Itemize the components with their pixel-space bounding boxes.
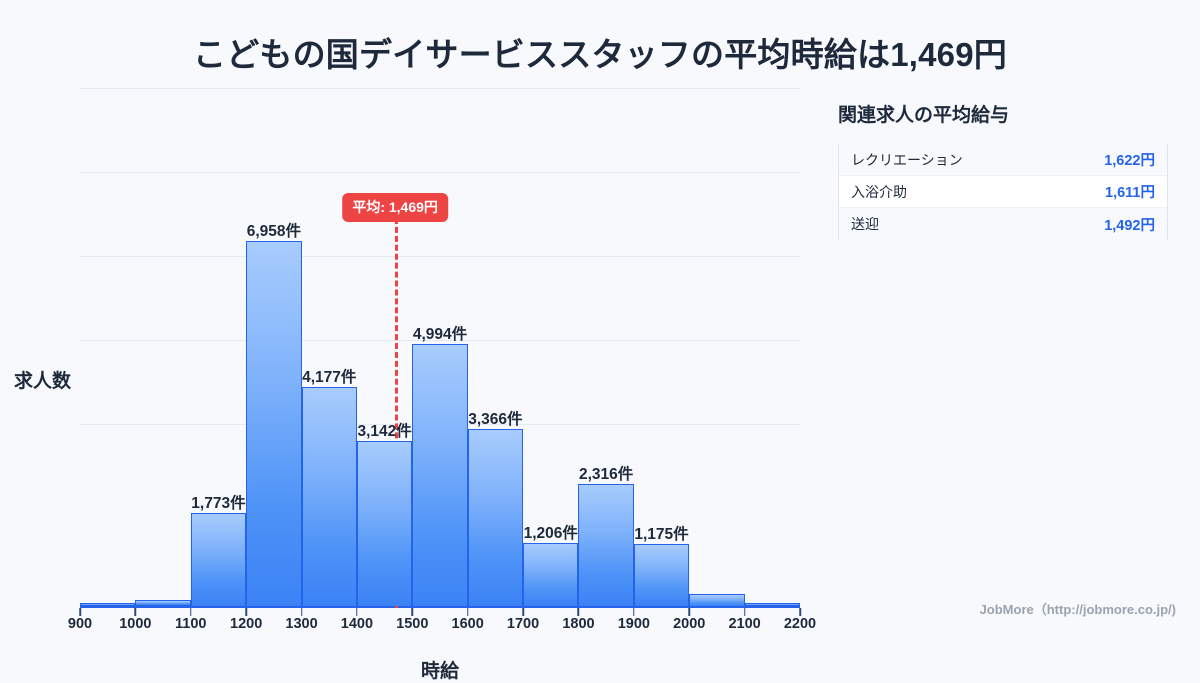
salary-row-value: 1,611円	[1105, 185, 1155, 201]
x-tick-mark	[79, 608, 81, 616]
salary-row-name: 送迎	[851, 216, 879, 232]
x-tick-label: 1400	[340, 616, 374, 632]
x-tick-label: 1500	[396, 616, 429, 632]
salary-row-name: 入浴介助	[851, 183, 907, 200]
x-axis-title: 時給	[420, 661, 459, 682]
x-tick-label: 1900	[617, 616, 650, 632]
y-axis-title: 求人数	[14, 371, 72, 392]
x-tick-mark	[190, 608, 192, 616]
sidebar-title: 関連求人の平均給与	[838, 105, 1010, 126]
gridline	[80, 256, 800, 257]
bar	[633, 544, 690, 606]
x-tick-label: 2200	[783, 616, 817, 632]
bar	[523, 542, 579, 606]
x-axis-line	[80, 606, 800, 608]
gridline	[80, 88, 800, 89]
x-tick-mark	[743, 608, 746, 616]
x-tick-mark	[300, 608, 303, 616]
average-line	[395, 218, 399, 608]
x-tick-label: 1100	[175, 616, 207, 632]
x-tick-mark	[245, 608, 247, 616]
bar	[356, 441, 413, 606]
x-tick-label: 1700	[506, 616, 540, 632]
x-tick-label: 900	[67, 616, 93, 632]
salary-row-value: 1,622円	[1104, 153, 1155, 169]
salary-table: レクリエーション 1,622円入浴介助 1,611円送迎 1,492円	[838, 144, 1168, 240]
x-tick-mark	[356, 608, 358, 616]
related-salary-panel: 関連求人の平均給与 レクリエーション 1,622円入浴介助 1,611円送迎 1,49…	[838, 100, 1168, 240]
bar-value-label: 1,773件	[191, 494, 246, 512]
x-tick-mark	[633, 608, 635, 616]
x-tick-label: 1200	[230, 616, 263, 632]
bar	[190, 512, 247, 606]
bar	[135, 599, 191, 606]
salary-row: 送迎 1,492円	[839, 208, 1167, 240]
bar	[744, 603, 800, 606]
x-tick-mark	[411, 608, 414, 616]
x-tick-mark	[688, 608, 690, 616]
x-tick-label: 1800	[562, 616, 595, 632]
bar-value-label: 3,366件	[468, 411, 523, 429]
bar-value-label: 1,206件	[523, 524, 578, 542]
page-title: こどもの国デイサービススタッフの平均時給は1,469円	[193, 36, 1007, 73]
salary-row-value: 1,492円	[1104, 217, 1155, 234]
x-tick-label: 1300	[285, 616, 318, 632]
gridline	[80, 172, 800, 173]
bar-value-label: 1,175件	[634, 526, 689, 544]
x-tick-mark	[134, 608, 137, 616]
x-tick-label: 1600	[451, 616, 484, 632]
x-tick-mark	[577, 608, 580, 616]
bar-value-label: 3,142件	[357, 423, 412, 441]
x-tick-mark	[522, 608, 524, 616]
x-tick-label: 1000	[119, 616, 152, 632]
footer-watermark: JobMore（http://jobmore.co.jp/)	[979, 602, 1176, 617]
bar	[246, 240, 302, 606]
average-badge: 平均: 1,469円	[342, 193, 448, 222]
bar	[80, 603, 136, 606]
bar-value-label: 6,958件	[246, 222, 301, 240]
x-tick-mark	[466, 608, 469, 616]
bar	[301, 386, 357, 606]
x-tick-label: 2000	[673, 616, 706, 632]
histogram-chart: 求人数 時給 平均: 1,469円 1,773件 6,958件 4,177件 3,14…	[0, 88, 830, 682]
salary-row: レクリエーション 1,622円	[839, 144, 1167, 176]
bar	[689, 594, 745, 606]
bar-value-label: 4,994件	[412, 325, 468, 343]
bar	[412, 343, 468, 606]
bar-value-label: 2,316件	[578, 466, 634, 484]
salary-row: 入浴介助 1,611円	[839, 176, 1167, 208]
bar	[467, 429, 524, 606]
x-tick-label: 2100	[728, 616, 761, 632]
bar-value-label: 4,177件	[302, 368, 357, 386]
salary-row-name: レクリエーション	[851, 151, 963, 168]
gridline	[80, 340, 800, 341]
bar	[578, 484, 634, 606]
x-tick-mark	[799, 608, 801, 616]
